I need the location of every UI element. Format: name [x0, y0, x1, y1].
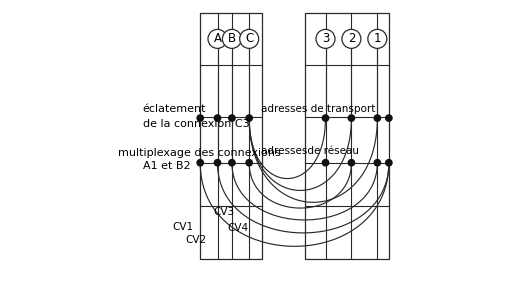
Text: adressesde réseau: adressesde réseau [261, 146, 358, 156]
Circle shape [348, 115, 354, 121]
Circle shape [348, 160, 354, 166]
Text: CV2: CV2 [186, 235, 207, 245]
Circle shape [386, 115, 392, 121]
Circle shape [229, 115, 235, 121]
Text: CV1: CV1 [173, 222, 194, 232]
Text: A: A [213, 32, 222, 46]
Circle shape [374, 160, 381, 166]
Circle shape [214, 160, 221, 166]
Text: A1 et B2: A1 et B2 [142, 161, 190, 170]
Circle shape [197, 160, 203, 166]
Text: 1: 1 [374, 32, 381, 46]
Text: multiplexage des connexions: multiplexage des connexions [118, 148, 281, 158]
Circle shape [214, 115, 221, 121]
Text: adresses de transport: adresses de transport [261, 105, 375, 114]
Circle shape [322, 115, 329, 121]
Circle shape [316, 29, 335, 48]
Text: 3: 3 [322, 32, 329, 46]
Circle shape [374, 115, 381, 121]
Text: CV4: CV4 [227, 223, 248, 233]
Circle shape [240, 29, 259, 48]
Circle shape [229, 160, 235, 166]
Circle shape [342, 29, 361, 48]
Text: B: B [228, 32, 236, 46]
Circle shape [322, 160, 329, 166]
Text: de la connexion C3: de la connexion C3 [142, 119, 249, 129]
Text: CV3: CV3 [213, 206, 234, 217]
Bar [305, 13, 389, 259]
Circle shape [368, 29, 387, 48]
Circle shape [246, 160, 252, 166]
Text: éclatement: éclatement [142, 105, 206, 114]
Text: 2: 2 [348, 32, 355, 46]
Text: C: C [245, 32, 254, 46]
Bar [200, 13, 262, 259]
Circle shape [197, 115, 203, 121]
Circle shape [386, 160, 392, 166]
Circle shape [246, 115, 252, 121]
Circle shape [223, 29, 241, 48]
Circle shape [208, 29, 227, 48]
